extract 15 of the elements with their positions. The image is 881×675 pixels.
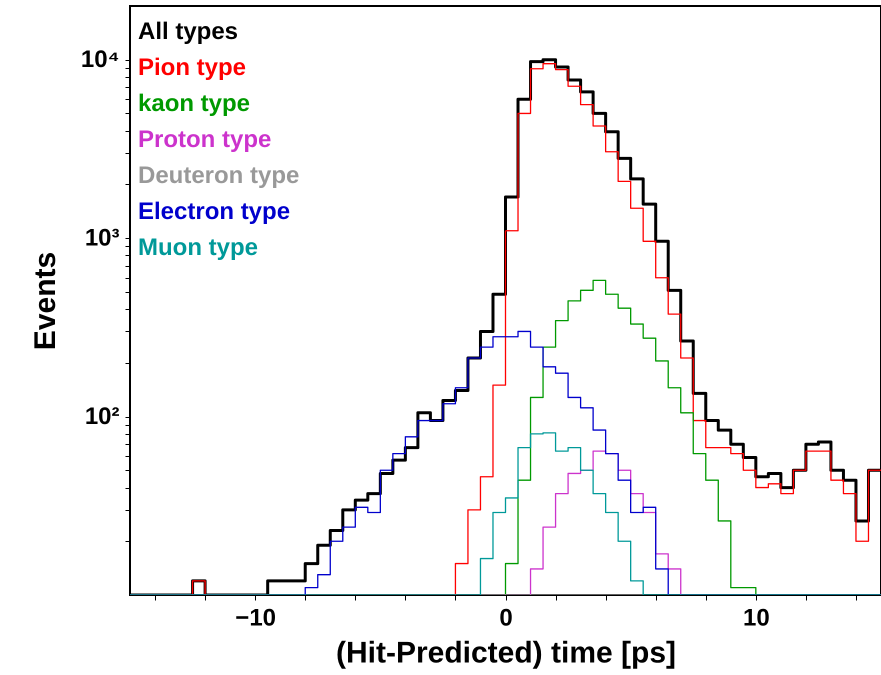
y-tick-label: 10³ [84,224,120,252]
x-tick-label: −10 [235,604,276,632]
x-axis-title: (Hit-Predicted) time [ps] [336,636,676,670]
y-tick-label: 10² [84,403,120,430]
text: Proton type [138,126,272,153]
y-axis-title: Events [28,252,62,350]
text: Pion type [138,54,246,81]
y-tick-label: 10⁴ [80,46,120,74]
x-tick-label: 0 [499,604,513,632]
text: kaon type [138,90,250,117]
x-tick-label: 10 [742,604,770,632]
text: Electron type [138,198,290,225]
text: Muon type [138,234,258,261]
text: Deuteron type [138,162,300,189]
text: All types [138,18,238,45]
